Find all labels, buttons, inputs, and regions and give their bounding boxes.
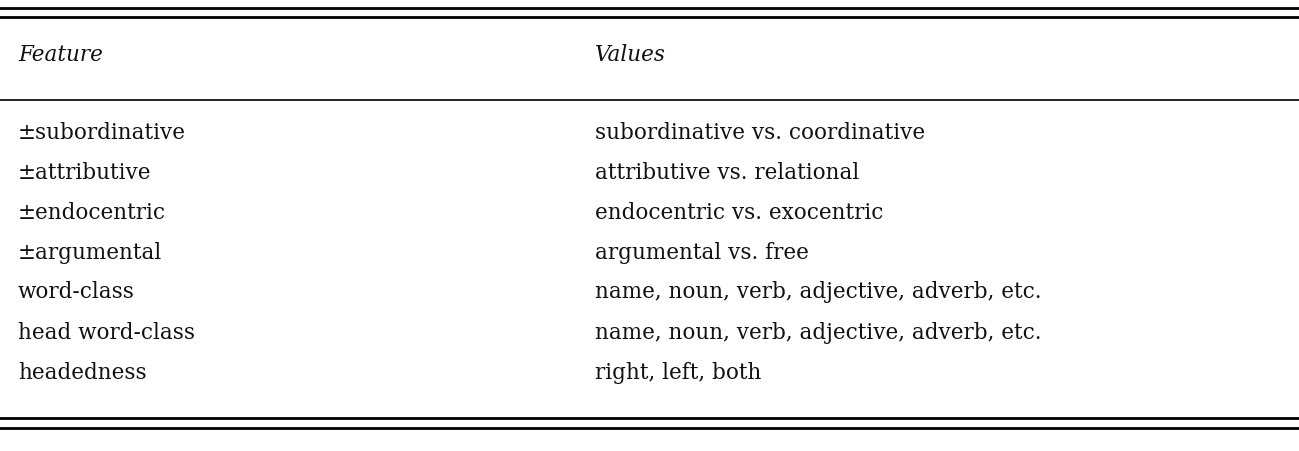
Text: ±endocentric: ±endocentric	[18, 202, 166, 224]
Text: name, noun, verb, adjective, adverb, etc.: name, noun, verb, adjective, adverb, etc…	[595, 281, 1042, 303]
Text: name, noun, verb, adjective, adverb, etc.: name, noun, verb, adjective, adverb, etc…	[595, 322, 1042, 344]
Text: headedness: headedness	[18, 362, 147, 384]
Text: Feature: Feature	[18, 44, 103, 66]
Text: word-class: word-class	[18, 281, 135, 303]
Text: subordinative vs. coordinative: subordinative vs. coordinative	[595, 122, 925, 144]
Text: endocentric vs. exocentric: endocentric vs. exocentric	[595, 202, 883, 224]
Text: ±subordinative: ±subordinative	[18, 122, 186, 144]
Text: argumental vs. free: argumental vs. free	[595, 242, 809, 264]
Text: Values: Values	[595, 44, 666, 66]
Text: attributive vs. relational: attributive vs. relational	[595, 162, 859, 184]
Text: right, left, both: right, left, both	[595, 362, 761, 384]
Text: ±argumental: ±argumental	[18, 242, 162, 264]
Text: head word-class: head word-class	[18, 322, 195, 344]
Text: ±attributive: ±attributive	[18, 162, 152, 184]
